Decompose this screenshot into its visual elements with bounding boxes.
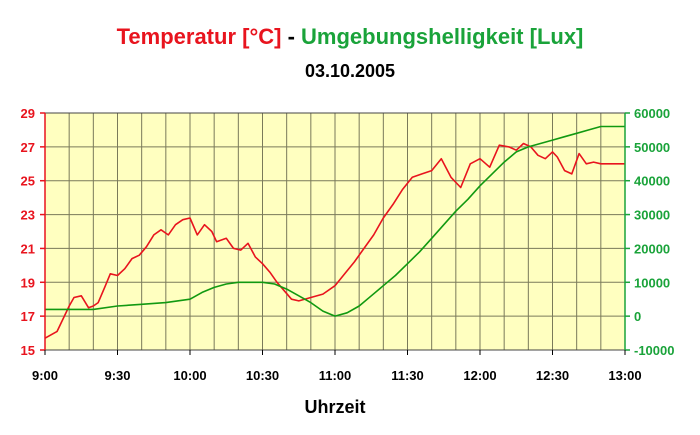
x-tick-label: 12:30 (536, 368, 569, 383)
y-left-tick-label: 23 (21, 208, 35, 223)
y-right-tick-label: 50000 (634, 140, 670, 155)
y-right-tick-label: 40000 (634, 174, 670, 189)
y-left-tick-label: 17 (21, 309, 35, 324)
title-part: Umgebungshelligkeit [Lux] (301, 24, 583, 49)
x-tick-label: 13:00 (608, 368, 641, 383)
x-tick-label: 9:00 (32, 368, 58, 383)
x-tick-label: 9:30 (104, 368, 130, 383)
x-axis-label: Uhrzeit (304, 397, 365, 417)
y-left-tick-label: 15 (21, 343, 35, 358)
chart-title: Temperatur [°C] - Umgebungshelligkeit [L… (117, 24, 584, 49)
title-part: - (281, 24, 301, 49)
series-line-right (45, 125, 625, 317)
y-left-tick-label: 21 (21, 241, 35, 256)
y-right-tick-label: 30000 (634, 208, 670, 223)
x-tick-label: 11:30 (391, 368, 424, 383)
y-right-tick-label: 10000 (634, 275, 670, 290)
series-group (44, 125, 625, 339)
y-right-tick-label: 60000 (634, 106, 670, 121)
x-tick-label: 12:00 (463, 368, 496, 383)
tick-group: 15 17 19 21 23 25 27 29 -10000 0 10000 20000 30000 40… (21, 106, 675, 383)
y-right-tick-label: -10000 (634, 343, 674, 358)
series-line-left (44, 142, 625, 339)
y-left-tick-label: 27 (21, 140, 35, 155)
y-right-tick-label: 20000 (634, 241, 670, 256)
x-tick-label: 10:00 (173, 368, 206, 383)
y-left-tick-label: 29 (21, 106, 35, 121)
x-tick-label: 11:00 (319, 368, 352, 383)
title-part: Temperatur [°C] (117, 24, 282, 49)
chart-subtitle: 03.10.2005 (305, 61, 395, 81)
x-tick-label: 10:30 (246, 368, 279, 383)
y-right-tick-label: 0 (634, 309, 641, 324)
y-left-tick-label: 19 (21, 275, 35, 290)
grid (45, 112, 625, 351)
y-left-tick-label: 25 (21, 174, 35, 189)
